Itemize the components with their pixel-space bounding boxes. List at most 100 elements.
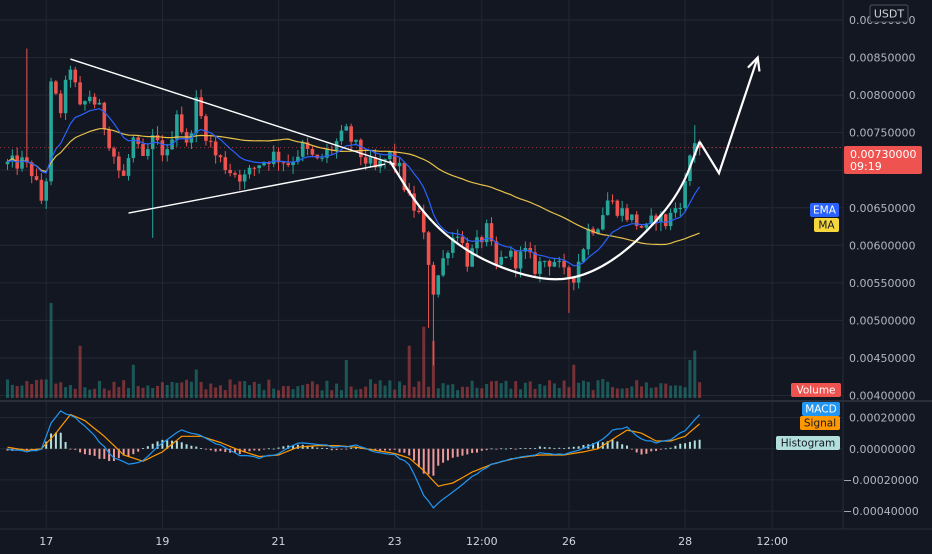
histogram-bar — [621, 444, 624, 449]
volume-bar — [286, 386, 290, 398]
volume-bar — [296, 386, 300, 398]
histogram-bar — [577, 446, 580, 449]
histogram-bar — [108, 448, 111, 462]
volume-bar — [83, 387, 87, 398]
candle-body — [620, 208, 624, 216]
volume-bar — [519, 389, 523, 398]
volume-bar — [572, 364, 576, 398]
volume-bar — [218, 385, 222, 398]
macd-tick-label: 0.00000000 — [849, 443, 915, 456]
macd-line — [7, 410, 701, 509]
volume-legend[interactable]: Volume — [791, 383, 841, 397]
macd-tick-label: 0.00020000 — [849, 412, 915, 425]
candle-body — [484, 223, 489, 243]
candle-body — [286, 163, 291, 166]
histogram-legend[interactable]: Histogram — [776, 436, 840, 450]
signal-legend-label: Signal — [804, 418, 836, 430]
volume-bar — [306, 383, 310, 398]
volume-bar — [262, 389, 266, 398]
volume-bar — [44, 379, 48, 398]
histogram-bar — [93, 448, 96, 456]
price-tick-label: 0.00450000 — [849, 352, 915, 365]
volume-bar — [339, 390, 343, 398]
volume-bar — [523, 382, 527, 398]
histogram-bar — [190, 445, 193, 449]
candle-body — [271, 151, 276, 164]
candle-body — [542, 260, 547, 262]
volume-bar — [310, 381, 314, 398]
volume-bar — [228, 379, 232, 398]
candle-body — [349, 126, 353, 142]
candle-body — [83, 101, 87, 105]
candle-body — [5, 161, 10, 165]
volume-bar — [678, 385, 682, 398]
volume-bar — [581, 380, 585, 398]
candle-body — [533, 252, 537, 274]
candle-body — [276, 151, 281, 163]
volume-bar — [180, 382, 184, 398]
histogram-bar — [248, 448, 251, 452]
volume-bar — [156, 385, 160, 398]
histogram-bar — [54, 432, 57, 449]
candle-body — [281, 162, 286, 164]
volume-bar — [393, 389, 397, 398]
volume-bar — [412, 386, 416, 398]
currency-badge[interactable]: USDT — [869, 4, 909, 23]
candle-body — [34, 176, 39, 180]
candle-body — [300, 142, 305, 157]
price-tick-label: 0.00400000 — [849, 389, 915, 402]
volume-bar — [354, 389, 358, 398]
histogram-bar — [630, 448, 633, 450]
projection-arrow-head — [747, 55, 761, 72]
candle-body — [378, 160, 382, 168]
volume-bar — [54, 383, 58, 398]
volume-bar — [577, 382, 581, 398]
volume-bar — [504, 380, 508, 398]
histogram-bar — [475, 448, 478, 453]
candle-body — [421, 212, 426, 233]
histogram-bar — [388, 448, 391, 451]
histogram-bar — [175, 441, 178, 449]
candle-body — [49, 81, 53, 182]
candle-body — [218, 155, 223, 158]
histogram-bar — [243, 448, 246, 453]
candle-body — [605, 200, 610, 216]
candle-body — [117, 156, 121, 171]
histogram-bar — [393, 448, 396, 450]
volume-bar — [494, 380, 498, 398]
histogram-bar — [398, 448, 401, 453]
volume-bar — [431, 341, 435, 398]
candle-body — [639, 225, 644, 228]
volume-bar — [170, 381, 174, 398]
histogram-bar — [306, 445, 309, 449]
signal-legend[interactable]: Signal — [800, 416, 840, 430]
histogram-bar — [655, 448, 658, 451]
volume-bar — [335, 383, 339, 398]
volume-bar — [625, 388, 629, 398]
time-tick-label: 26 — [562, 535, 576, 548]
volume-bar — [698, 382, 702, 398]
volume-bar — [606, 381, 610, 398]
macd-legend[interactable]: MACD — [802, 402, 840, 416]
histogram-bar — [432, 448, 435, 476]
histogram-bar — [345, 448, 348, 450]
macd-tick-label: −0.00020000 — [843, 474, 919, 487]
histogram-bar — [316, 447, 319, 449]
macd-tick-label: −0.00040000 — [843, 505, 919, 518]
volume-bar — [151, 388, 155, 398]
candle-body — [654, 215, 658, 223]
volume-bar — [562, 380, 566, 398]
ema-legend[interactable]: EMA — [810, 203, 839, 217]
candle-body — [238, 174, 242, 182]
histogram-bar — [693, 440, 696, 449]
ma-legend[interactable]: MA — [814, 218, 839, 232]
candle-body — [160, 140, 165, 156]
candle-body — [58, 93, 63, 114]
candle-body — [92, 96, 97, 105]
histogram-bar — [142, 448, 145, 449]
candle-body — [126, 158, 131, 176]
candle-body — [325, 149, 329, 158]
candle-body — [320, 157, 324, 159]
